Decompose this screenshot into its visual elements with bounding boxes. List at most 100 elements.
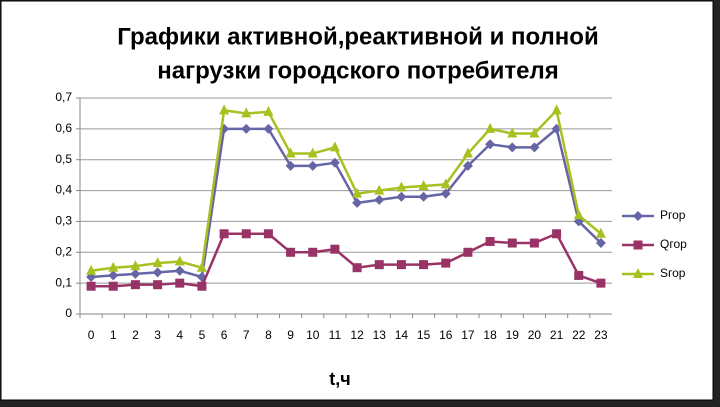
data-point [175,278,185,288]
data-point [285,160,296,171]
data-point [219,229,229,239]
x-tick-label: 10 [306,328,320,342]
data-point [263,123,274,134]
x-tick-label: 11 [329,328,342,342]
x-tick-label: 6 [221,328,228,342]
x-tick-label: 18 [483,328,497,342]
data-point [241,107,252,118]
data-point [463,247,473,257]
data-point [329,157,340,168]
x-tick-label: 0 [88,328,95,342]
y-tick-label: 0,4 [55,183,72,197]
data-point [108,281,118,291]
x-tick-label: 2 [132,328,139,342]
data-point [108,270,119,281]
data-point [529,238,539,248]
y-tick-label: 0,6 [55,121,72,135]
data-point [197,281,207,291]
x-tick-label: 5 [199,328,206,342]
data-point [529,127,540,138]
data-point [418,191,429,202]
data-point [574,270,584,280]
data-point [152,257,163,268]
y-tick-label: 0,2 [55,244,72,258]
x-tick-label: 19 [506,328,520,342]
data-point [529,142,540,153]
data-point [396,260,406,270]
data-point [307,147,318,158]
x-tick-label: 23 [594,328,608,342]
data-point [108,261,119,272]
data-point [153,280,163,290]
chart-title: нагрузки городского потребителя [157,57,558,84]
x-tick-label: 4 [176,328,183,342]
data-point [374,194,385,205]
y-tick-label: 0,5 [55,152,72,166]
x-tick-label: 1 [110,328,117,342]
data-point [419,260,429,270]
data-point [130,280,140,290]
data-point [552,229,562,239]
x-tick-label: 17 [461,328,475,342]
legend-label: Pгор [660,208,686,222]
data-point [352,187,363,198]
x-tick-label: 15 [417,328,431,342]
data-point [329,141,340,152]
data-point [241,123,252,134]
x-tick-label: 16 [439,328,453,342]
data-point [462,160,473,171]
data-point [507,238,517,248]
legend-marker [633,240,643,250]
data-point [485,139,496,150]
legend-marker [633,211,643,221]
data-point [595,227,606,238]
data-point [418,179,429,190]
data-point [308,247,318,257]
data-point [152,267,163,278]
x-axis-label: t,ч [329,369,350,389]
data-point [374,184,385,195]
y-tick-label: 0,7 [55,90,72,104]
legend-label: Sгор [660,266,686,280]
data-point [219,104,230,115]
data-point [441,258,451,268]
data-point [307,160,318,171]
data-point [596,278,606,288]
data-point [485,236,495,246]
x-tick-label: 14 [395,328,409,342]
data-point [396,181,407,192]
data-point [263,229,273,239]
data-point [551,123,562,134]
data-point [374,260,384,270]
data-point [130,268,141,279]
data-point [440,188,451,199]
data-point [352,263,362,273]
x-tick-label: 9 [287,328,294,342]
data-point [330,244,340,254]
y-tick-label: 0,3 [55,214,72,228]
x-tick-label: 22 [572,328,586,342]
y-tick-label: 0 [65,306,72,320]
x-tick-label: 21 [550,328,564,342]
x-tick-label: 13 [373,328,387,342]
series-line [90,107,602,273]
data-point [507,142,518,153]
x-tick-label: 20 [528,328,542,342]
data-point [286,247,296,257]
legend-marker [633,268,643,278]
data-point [263,105,274,116]
data-point [241,229,251,239]
data-point [86,281,96,291]
data-point [174,265,185,276]
chart-title: Графики активной,реактивной и полной [117,23,598,50]
x-tick-label: 7 [243,328,250,342]
data-point [462,147,473,158]
x-tick-label: 3 [154,328,161,342]
data-point [573,209,584,220]
x-tick-label: 8 [265,328,272,342]
data-point [196,261,207,272]
legend-label: Qгор [660,237,687,251]
data-point [396,191,407,202]
data-point [595,238,606,249]
